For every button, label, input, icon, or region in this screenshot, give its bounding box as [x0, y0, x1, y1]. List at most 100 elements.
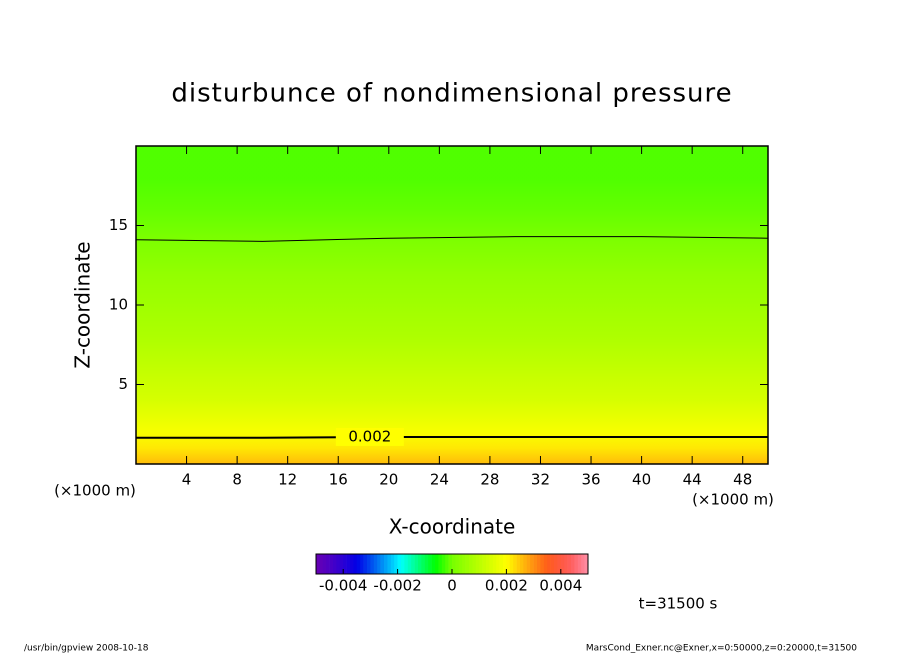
x-tick-label: 40 — [632, 471, 651, 489]
colorbar-tick-label: 0 — [447, 577, 457, 595]
colorbar-cell — [567, 554, 572, 574]
field-band — [136, 448, 768, 465]
x-tick-label: 20 — [379, 471, 398, 489]
x-tick-label: 36 — [581, 471, 600, 489]
colorbar-cell — [360, 554, 364, 574]
colorbar-cell — [424, 554, 429, 574]
colorbar-cell — [370, 554, 375, 574]
x-tick-label: 44 — [683, 471, 702, 489]
colorbar-cell — [571, 554, 575, 574]
colorbar-cell — [475, 554, 480, 574]
colorbar-tick-label: 0.004 — [539, 577, 582, 595]
colorbar-cell — [363, 554, 368, 574]
colorbar-cell — [489, 554, 494, 574]
colorbar-cell — [479, 554, 483, 574]
colorbar-cell — [333, 554, 337, 574]
colorbar-cell — [540, 554, 545, 574]
colorbar-tick-label: 0.002 — [485, 577, 528, 595]
colorbar-cell — [438, 554, 443, 574]
colorbar-cell — [458, 554, 463, 574]
colorbar-cell — [543, 554, 548, 574]
colorbar-cell — [322, 554, 327, 574]
colorbar-cell — [513, 554, 517, 574]
colorbar-cell — [581, 554, 585, 574]
field-band — [136, 368, 768, 401]
colorbar-cell — [472, 554, 477, 574]
footer-right: MarsCond_Exner.nc@Exner,x=0:50000,z=0:20… — [586, 644, 857, 654]
colorbar-cell — [377, 554, 381, 574]
colorbar-cell — [316, 554, 320, 574]
field-band — [136, 336, 768, 370]
colorbar-cell — [492, 554, 497, 574]
x-tick-label: 48 — [733, 471, 752, 489]
x-tick-label: 4 — [182, 471, 192, 489]
colorbar-cell — [462, 554, 466, 574]
x-axis-label: X-coordinate — [389, 515, 516, 539]
colorbar-cell — [394, 554, 398, 574]
colorbar-cell — [445, 554, 449, 574]
x-unit: (×1000 m) — [692, 491, 774, 509]
x-tick-label: 32 — [531, 471, 550, 489]
field-band — [136, 146, 768, 179]
colorbar-cell — [441, 554, 446, 574]
colorbar-cell — [435, 554, 439, 574]
colorbar-cell — [584, 554, 589, 574]
contour-label: 0.002 — [348, 427, 391, 445]
colorbar-cell — [401, 554, 405, 574]
x-tick-label: 28 — [480, 471, 499, 489]
colorbar-cell — [509, 554, 514, 574]
y-tick-label: 5 — [118, 375, 128, 393]
field-band — [136, 177, 768, 211]
time-label: t=31500 s — [639, 595, 718, 613]
colorbar-cell — [482, 554, 487, 574]
colorbar-tick-label: -0.004 — [319, 577, 367, 595]
colorbar-cell — [503, 554, 507, 574]
x-tick-label: 24 — [430, 471, 449, 489]
colorbar-cell — [428, 554, 432, 574]
colorbar-cell — [329, 554, 334, 574]
colorbar-cell — [537, 554, 541, 574]
colorbar-cell — [564, 554, 568, 574]
colorbar-cell — [326, 554, 330, 574]
colorbar-cell — [356, 554, 361, 574]
colorbar-cell — [554, 554, 558, 574]
colorbar-cell — [557, 554, 562, 574]
colorbar-cell — [431, 554, 436, 574]
colorbar-cell — [469, 554, 473, 574]
y-tick-label: 10 — [109, 296, 128, 314]
colorbar-cell — [407, 554, 412, 574]
colorbar-cell — [560, 554, 565, 574]
colorbar-cell — [452, 554, 456, 574]
field-band — [136, 273, 768, 306]
colorbar-cell — [547, 554, 551, 574]
contour-label-bg — [335, 427, 404, 446]
colorbar-cell — [533, 554, 538, 574]
colorbar-cell — [455, 554, 460, 574]
x-tick-label: 12 — [278, 471, 297, 489]
y-axis-label: Z-coordinate — [71, 241, 95, 368]
colorbar-cell — [387, 554, 392, 574]
footer-left: /usr/bin/gpview 2008-10-18 — [24, 644, 149, 654]
colorbar-cell — [523, 554, 528, 574]
colorbar-cell — [418, 554, 422, 574]
y-unit: (×1000 m) — [54, 482, 136, 500]
colorbar-cell — [465, 554, 470, 574]
colorbar-cell — [448, 554, 453, 574]
colorbar-cell — [577, 554, 582, 574]
x-tick-label: 16 — [329, 471, 348, 489]
colorbar-cell — [384, 554, 388, 574]
colorbar-cell — [516, 554, 521, 574]
field-band — [136, 241, 768, 274]
colorbar-cell — [339, 554, 344, 574]
colorbar-cell — [526, 554, 531, 574]
colorbar-cell — [350, 554, 354, 574]
colorbar-cell — [343, 554, 347, 574]
colorbar-cell — [421, 554, 426, 574]
colorbar-cell — [353, 554, 358, 574]
colorbar-cell — [346, 554, 351, 574]
colorbar-cell — [530, 554, 534, 574]
colorbar-cell — [411, 554, 415, 574]
colorbar-cell — [520, 554, 524, 574]
colorbar-cell — [336, 554, 341, 574]
